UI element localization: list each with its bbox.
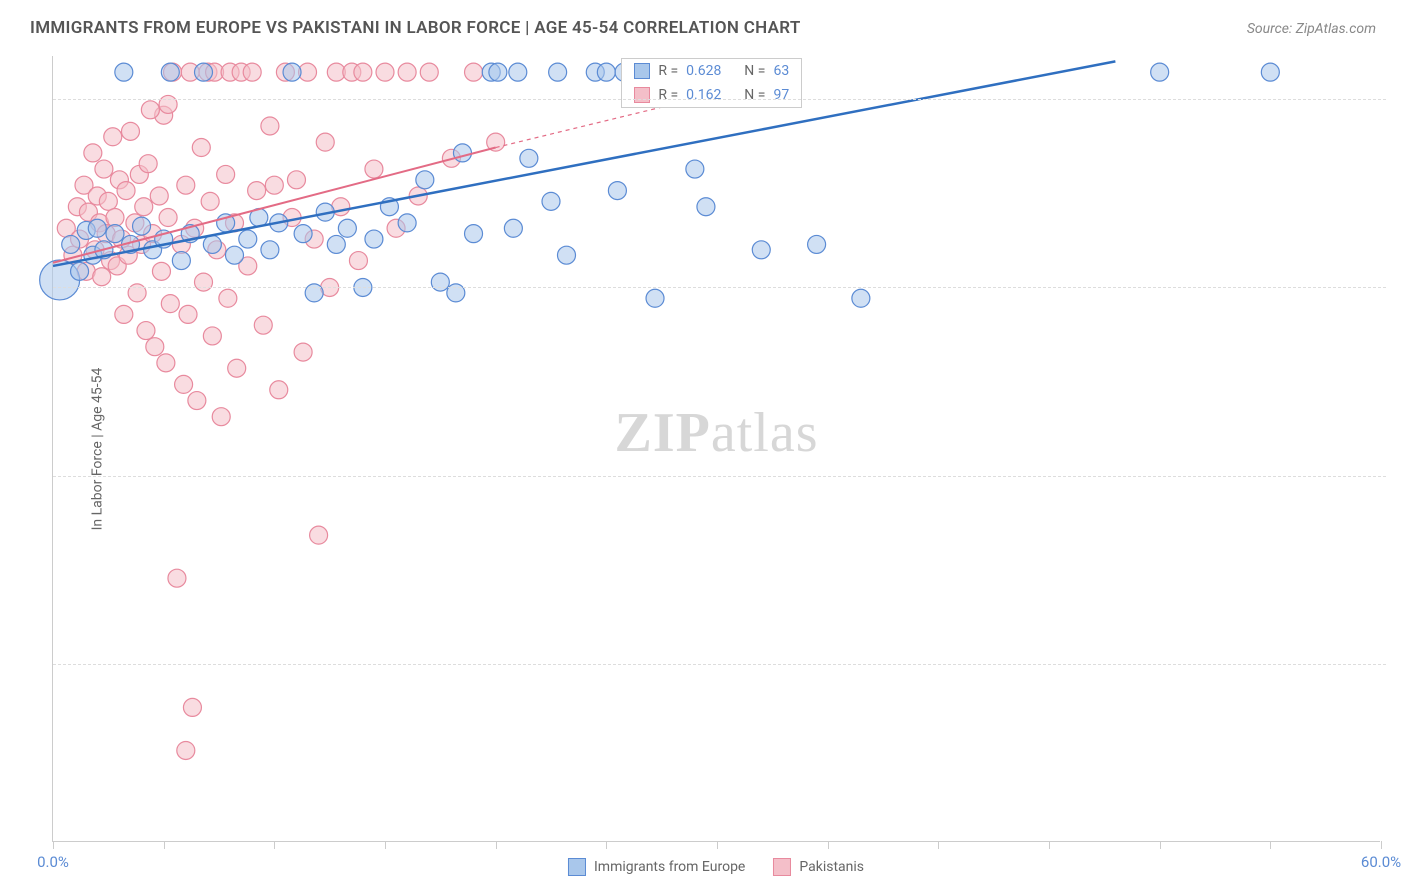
legend-swatch bbox=[634, 87, 650, 103]
corr-row: R = 0.162 N = 97 bbox=[622, 83, 801, 107]
legend-label: Immigrants from Europe bbox=[594, 859, 745, 875]
x-tick bbox=[828, 841, 829, 849]
x-tick bbox=[1381, 841, 1382, 849]
legend-item: Pakistanis bbox=[773, 858, 864, 876]
gridline bbox=[53, 664, 1386, 665]
x-tick bbox=[1160, 841, 1161, 849]
corr-row: R = 0.628 N = 63 bbox=[622, 59, 801, 83]
watermark: ZIPatlas bbox=[615, 401, 819, 465]
x-tick bbox=[938, 841, 939, 849]
x-tick-label: 0.0% bbox=[37, 853, 69, 871]
x-tick bbox=[53, 841, 54, 849]
legend-item: Immigrants from Europe bbox=[568, 858, 745, 876]
x-tick bbox=[606, 841, 607, 849]
legend-swatch bbox=[773, 858, 791, 876]
x-tick bbox=[274, 841, 275, 849]
x-tick bbox=[1049, 841, 1050, 849]
x-tick bbox=[385, 841, 386, 849]
plot-area: In Labor Force | Age 45-54 ZIPatlas R = … bbox=[52, 56, 1380, 842]
gridline bbox=[53, 287, 1386, 288]
legend-swatch bbox=[634, 63, 650, 79]
legend-swatch bbox=[568, 858, 586, 876]
x-tick bbox=[164, 841, 165, 849]
chart-svg bbox=[53, 56, 1380, 841]
x-tick bbox=[1270, 841, 1271, 849]
bottom-legend: Immigrants from Europe Pakistanis bbox=[568, 858, 864, 876]
x-tick bbox=[496, 841, 497, 849]
x-tick bbox=[717, 841, 718, 849]
source-label: Source: ZipAtlas.com bbox=[1247, 21, 1376, 37]
gridline bbox=[53, 99, 1386, 100]
chart-title: IMMIGRANTS FROM EUROPE VS PAKISTANI IN L… bbox=[30, 18, 801, 38]
correlation-box: R = 0.628 N = 63R = 0.162 N = 97 bbox=[621, 58, 802, 108]
legend-label: Pakistanis bbox=[799, 859, 864, 875]
x-tick-label: 60.0% bbox=[1361, 853, 1401, 871]
gridline bbox=[53, 476, 1386, 477]
